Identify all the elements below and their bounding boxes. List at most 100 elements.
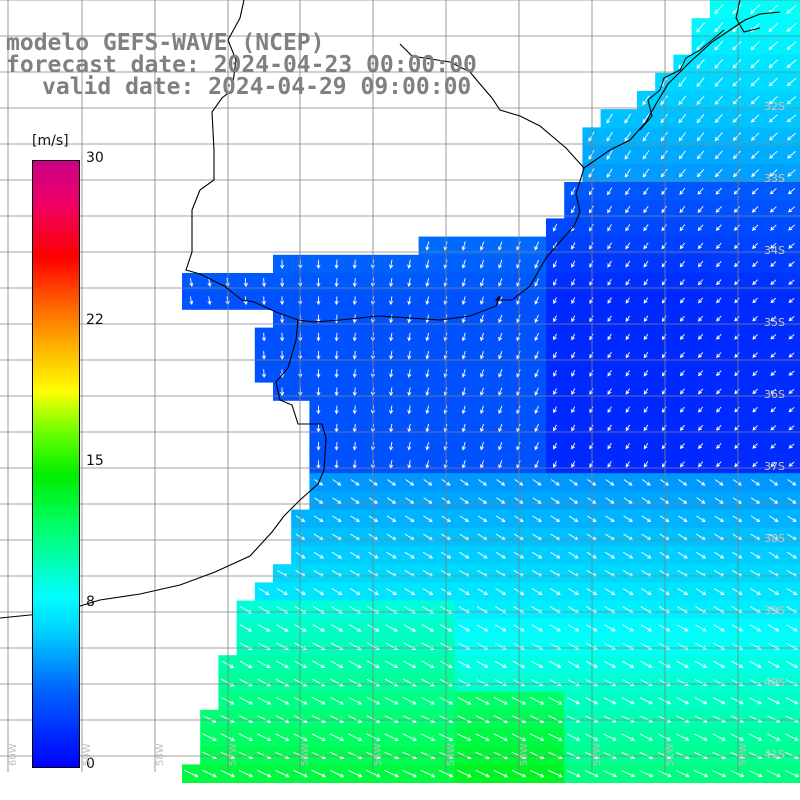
wind-arrow (697, 187, 704, 195)
wind-arrow (785, 751, 799, 759)
wind-arrow (407, 387, 412, 397)
wind-arrow (402, 751, 418, 760)
wind-arrow (389, 350, 394, 360)
wind-arrow (623, 515, 633, 523)
wind-arrow (239, 660, 253, 669)
wind-arrow (749, 679, 762, 687)
wind-arrow (334, 405, 339, 415)
wind-arrow (607, 278, 612, 286)
wind-arrow (767, 733, 781, 741)
wind-arrow (785, 679, 799, 687)
wind-arrow (571, 442, 576, 450)
wind-arrow (676, 733, 690, 741)
wind-arrow (479, 278, 485, 287)
wind-arrow (661, 352, 667, 359)
wind-arrow (407, 369, 412, 378)
wind-arrow (625, 279, 631, 286)
wind-arrow (770, 242, 777, 249)
wind-arrow (623, 497, 633, 504)
wind-arrow (311, 733, 327, 741)
wind-arrow (334, 387, 339, 397)
wind-arrow (498, 369, 503, 378)
wind-arrow (752, 279, 759, 286)
wind-arrow (767, 679, 781, 687)
wind-arrow (202, 751, 217, 760)
wind-arrow (425, 423, 430, 433)
wind-arrow (607, 370, 612, 377)
lat-label-39s: 39S (764, 604, 785, 617)
wind-arrow (787, 479, 797, 486)
wind-arrow (316, 441, 321, 451)
wind-arrow (696, 132, 705, 142)
wind-arrow (643, 370, 649, 377)
wind-arrow (786, 96, 797, 105)
wind-arrow (566, 751, 581, 759)
wind-arrow (696, 150, 705, 160)
wind-arrow (696, 479, 706, 486)
wind-arrow (238, 733, 254, 741)
wind-arrow (532, 515, 542, 523)
wind-arrow (403, 660, 417, 669)
wind-arrow (694, 697, 708, 705)
wind-arrow (461, 423, 466, 433)
wind-arrow (661, 315, 667, 322)
lon-label-54w: 54W (446, 743, 457, 766)
wind-arrow (788, 334, 795, 340)
wind-arrow (553, 424, 557, 432)
wind-arrow (568, 588, 579, 595)
wind-arrow (607, 442, 612, 450)
wind-arrow (752, 242, 759, 249)
wind-vectors (184, 4, 800, 778)
wind-arrow (534, 259, 540, 269)
lon-label-60w: 60W (8, 743, 19, 766)
wind-arrow (585, 679, 599, 687)
wind-arrow (643, 297, 649, 304)
wind-arrow (679, 352, 685, 359)
wind-arrow (622, 588, 634, 595)
wind-arrow (407, 350, 412, 360)
wind-arrow (220, 697, 235, 705)
wind-arrow (386, 515, 397, 523)
wind-arrow (571, 406, 576, 414)
wind-arrow (534, 387, 539, 396)
wind-arrow (733, 242, 740, 249)
wind-arrow (677, 515, 688, 523)
wind-arrow (280, 387, 285, 397)
wind-arrow (461, 259, 466, 269)
wind-arrow (586, 551, 597, 559)
wind-arrow (585, 733, 599, 741)
wind-arrow (643, 242, 649, 250)
wind-arrow (550, 497, 560, 504)
wind-arrow (458, 660, 471, 668)
wind-arrow (511, 769, 527, 778)
wind-arrow (606, 168, 613, 178)
wind-arrow (752, 388, 758, 395)
wind-arrow (625, 205, 631, 214)
wind-arrow (751, 206, 759, 213)
wind-arrow (676, 660, 689, 668)
wind-arrow (403, 624, 417, 632)
lat-label-32s: 32S (764, 100, 785, 113)
lat-label-40s: 40S (764, 676, 785, 689)
wind-arrow (258, 588, 270, 595)
wind-arrow (732, 59, 742, 69)
wind-arrow (312, 624, 326, 632)
wind-arrow (334, 296, 339, 306)
wind-arrow (407, 296, 412, 306)
wind-arrow (532, 497, 542, 504)
wind-arrow (641, 551, 652, 559)
wind-arrow (476, 660, 489, 668)
wind-arrow (553, 315, 557, 323)
wind-arrow (553, 278, 557, 286)
wind-arrow (766, 770, 781, 778)
wind-arrow (734, 334, 740, 340)
wind-arrow (750, 4, 761, 15)
wind-arrow (425, 314, 430, 324)
wind-arrow (420, 751, 436, 760)
wind-arrow (570, 187, 576, 196)
wind-arrow (423, 497, 433, 504)
wind-arrow (734, 388, 740, 395)
lat-label-33s: 33S (764, 172, 785, 185)
wind-arrow (641, 515, 652, 523)
